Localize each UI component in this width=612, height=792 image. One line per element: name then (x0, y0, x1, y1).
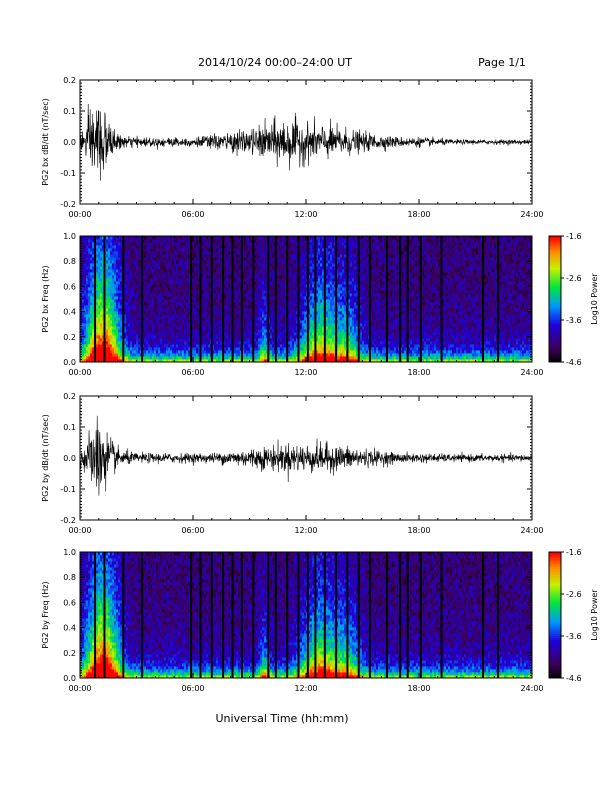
x-tick-label: 12:00 (294, 210, 317, 219)
figure-title: 2014/10/24 00:00–24:00 UT (198, 56, 352, 69)
bx-dbdt-panel: 0.2 0.1 0.0 -0.1 -0.200:00 06:00 12:00 18:00 24:… (41, 76, 544, 219)
x-tick-label: 18:00 (407, 210, 430, 219)
y-tick-label: -0.1 (60, 169, 76, 178)
y-axis-label: PG2 bx dB/dt (nT/sec) (41, 98, 50, 185)
y-tick-label: -0.2 (60, 200, 76, 209)
y-tick-label: 0.2 (63, 76, 76, 85)
dbdt-trace (80, 104, 532, 181)
y-tick-label: 0.1 (63, 107, 76, 116)
page-indicator: Page 1/1 (478, 56, 526, 69)
bx-spectrogram-panel: 1.00.80.60.40.20.000:00 06:00 12:00 18:00 24… (41, 232, 544, 377)
spectrogram-cells (80, 236, 532, 362)
y-tick-label: 0.0 (63, 138, 76, 147)
x-tick-label: 06:00 (181, 210, 204, 219)
x-tick-label: 00:00 (68, 210, 91, 219)
x-tick-label: 24:00 (520, 210, 543, 219)
